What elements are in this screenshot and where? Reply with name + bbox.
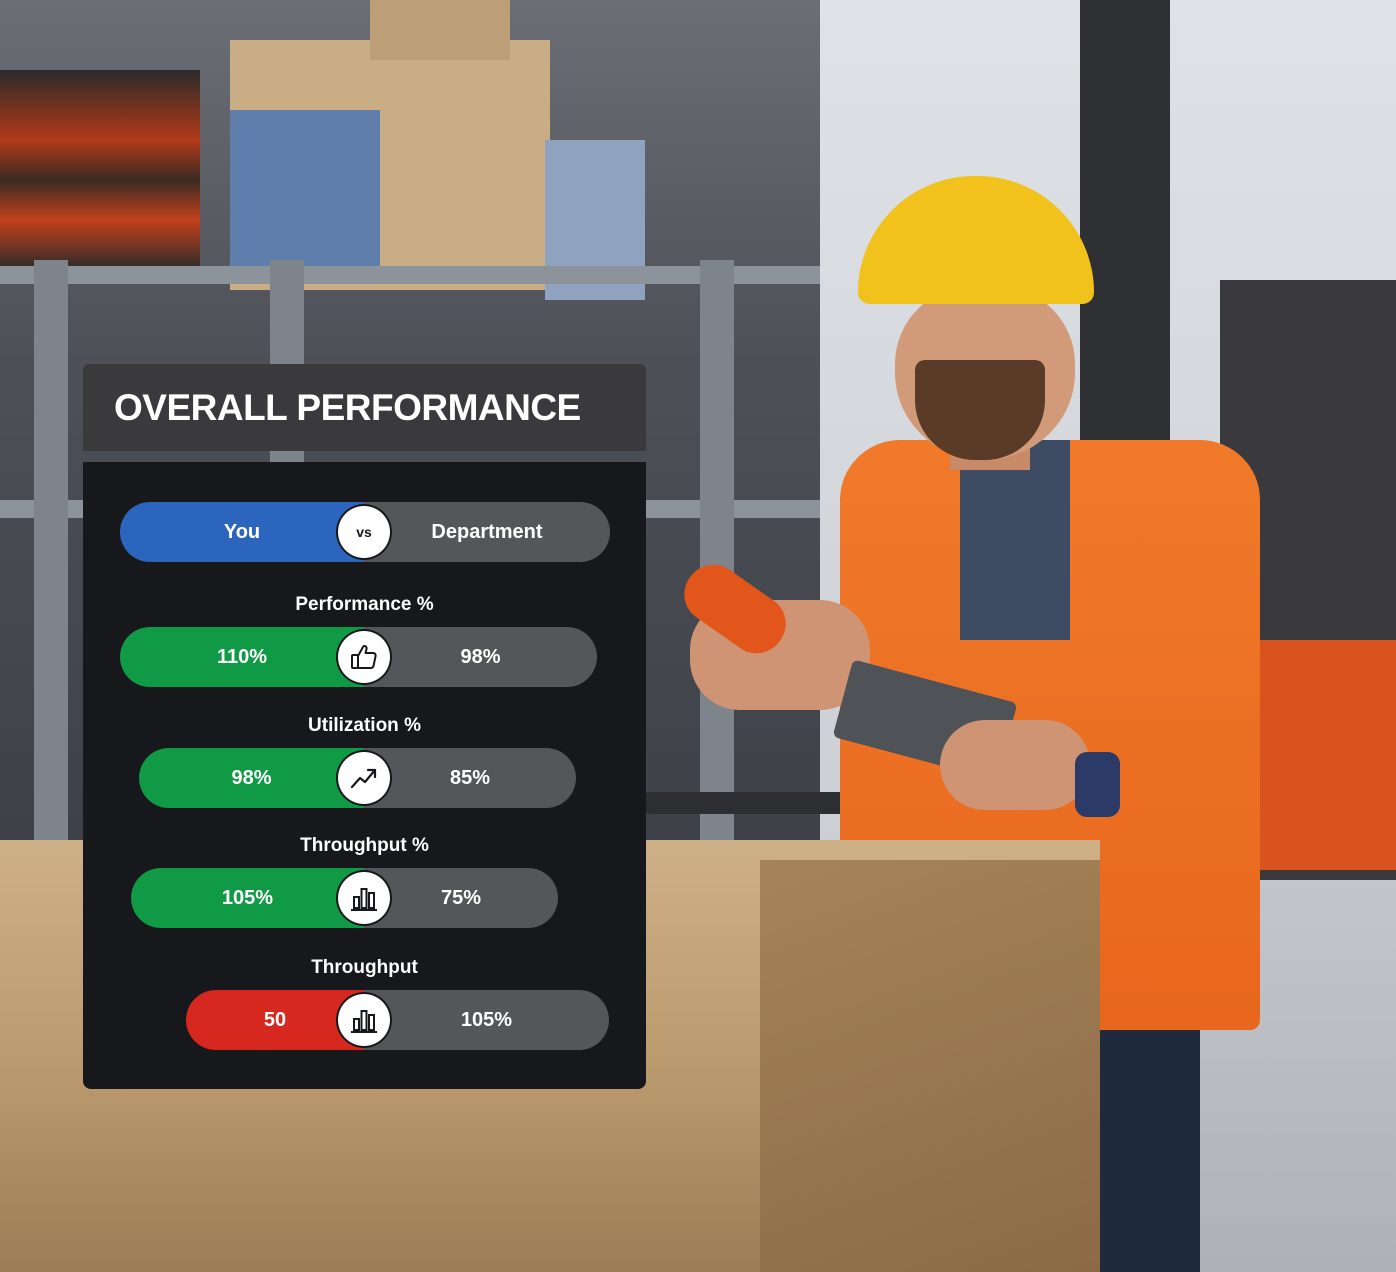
blue-stock-boxes (230, 110, 380, 280)
bar-chart-icon (338, 994, 390, 1046)
department-value: 85% (364, 748, 576, 808)
you-label: You (120, 502, 364, 562)
metric-row-performance: 110% 98% (83, 627, 646, 687)
trend-up-icon (338, 752, 390, 804)
comparison-header-row: You Department vs (83, 502, 646, 562)
metric-label-performance: Performance % (295, 594, 434, 615)
metric-label-throughput: Throughput (311, 957, 418, 978)
vs-badge: vs (338, 506, 390, 558)
you-value: 105% (131, 868, 364, 928)
you-value: 110% (120, 627, 364, 687)
worker-hand (940, 720, 1090, 810)
department-label: Department (364, 502, 610, 562)
shelf-beam (0, 266, 820, 284)
metric-label-utilization: Utilization % (308, 715, 421, 736)
metric-row-throughput-pct: 105% 75% (83, 868, 646, 928)
cardboard-box-flap (760, 860, 1100, 1272)
performance-panel: You Department vs Performance % 110% 98%… (83, 462, 646, 1089)
you-value: 50 (186, 990, 364, 1050)
panel-title-bar: OVERALL PERFORMANCE (83, 364, 646, 451)
thumbs-up-icon (338, 631, 390, 683)
worker-beard (915, 360, 1045, 460)
shelf-upright (34, 260, 68, 900)
panel-title: OVERALL PERFORMANCE (114, 386, 581, 428)
department-value: 105% (364, 990, 609, 1050)
forklift-orange-panel (1250, 640, 1396, 870)
metric-row-utilization: 98% 85% (83, 748, 646, 808)
bar-chart-icon (338, 872, 390, 924)
cardboard-stack-top (370, 0, 510, 60)
department-value: 98% (364, 627, 597, 687)
wrist-watch (1075, 752, 1120, 817)
you-value: 98% (139, 748, 364, 808)
department-value: 75% (364, 868, 558, 928)
metric-label-throughput-pct: Throughput % (300, 835, 429, 856)
worker-legs (1090, 1020, 1200, 1272)
red-stock-boxes (0, 70, 200, 270)
worker-shirt (960, 440, 1070, 640)
vs-text: vs (356, 524, 372, 540)
metric-row-throughput: 50 105% (83, 990, 646, 1050)
